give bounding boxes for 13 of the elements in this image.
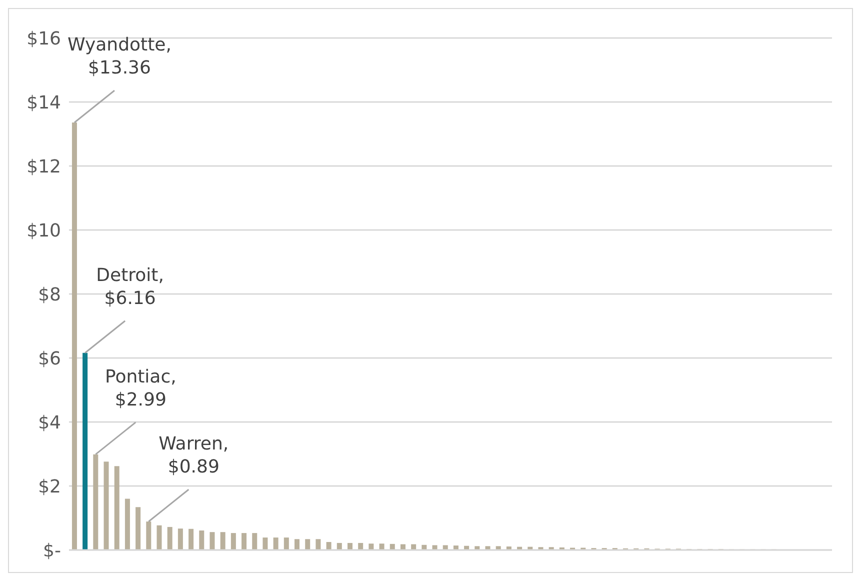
data-label: Detroit, $6.16 bbox=[96, 264, 164, 309]
y-tick-label: $16 bbox=[26, 28, 61, 50]
y-tick-label: $14 bbox=[26, 92, 61, 114]
y-tick-label: $2 bbox=[38, 476, 61, 498]
data-label: Pontiac, $2.99 bbox=[104, 366, 176, 410]
y-tick-label: $10 bbox=[26, 220, 61, 242]
y-tick-label: $- bbox=[43, 540, 61, 562]
y-tick-label: $12 bbox=[26, 156, 61, 178]
y-tick-label: $6 bbox=[38, 348, 61, 370]
data-label: Warren, $0.89 bbox=[158, 434, 229, 478]
data-label: Wyandotte, $13.36 bbox=[68, 34, 172, 78]
y-tick-label: $4 bbox=[38, 412, 61, 434]
y-tick-label: $8 bbox=[38, 284, 61, 306]
